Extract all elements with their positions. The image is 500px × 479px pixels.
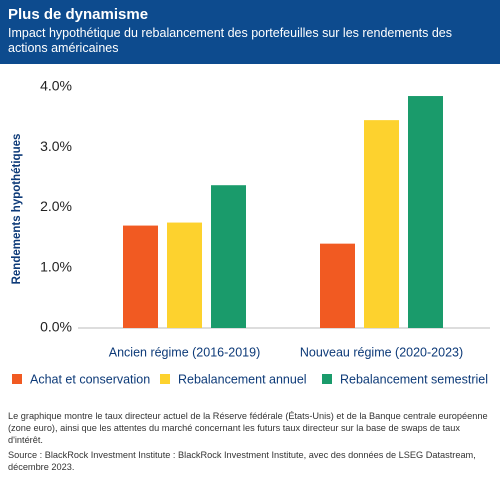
y-tick-label: 4.0% — [40, 78, 72, 94]
bar — [167, 222, 202, 328]
y-tick-label: 0.0% — [40, 319, 72, 335]
chart-title: Plus de dynamisme — [8, 6, 149, 23]
legend-swatch — [12, 374, 22, 384]
legend-label: Rebalancement annuel — [178, 372, 307, 386]
y-tick-label: 1.0% — [40, 258, 72, 274]
bar — [211, 185, 246, 328]
x-tick-label: Ancien régime (2016-2019) — [109, 345, 260, 359]
legend-swatch — [160, 374, 170, 384]
bar — [364, 120, 399, 328]
legend-label: Achat et conservation — [30, 372, 150, 386]
note: Le graphique montre le taux directeur ac… — [8, 411, 488, 445]
y-tick-label: 2.0% — [40, 198, 72, 214]
bar — [408, 96, 443, 328]
legend-swatch — [322, 374, 332, 384]
y-tick-label: 3.0% — [40, 138, 72, 154]
chart-subtitle: Impact hypothétique du rebalancement des… — [8, 26, 453, 55]
legend-label: Rebalancement semestriel — [340, 372, 488, 386]
bar — [320, 243, 355, 328]
header: Plus de dynamisme Impact hypothétique du… — [0, 0, 500, 64]
footer: Le graphique montre le taux directeur ac… — [8, 410, 492, 476]
chart: Rendements hypothétiques 0.0% 1.0% 2.0% 3.0… — [11, 78, 490, 386]
source: Source : BlackRock Investment Institute … — [8, 450, 476, 472]
bar — [123, 225, 158, 328]
x-tick-label: Nouveau régime (2020-2023) — [300, 345, 463, 359]
y-axis-label: Rendements hypothétiques — [11, 134, 23, 285]
